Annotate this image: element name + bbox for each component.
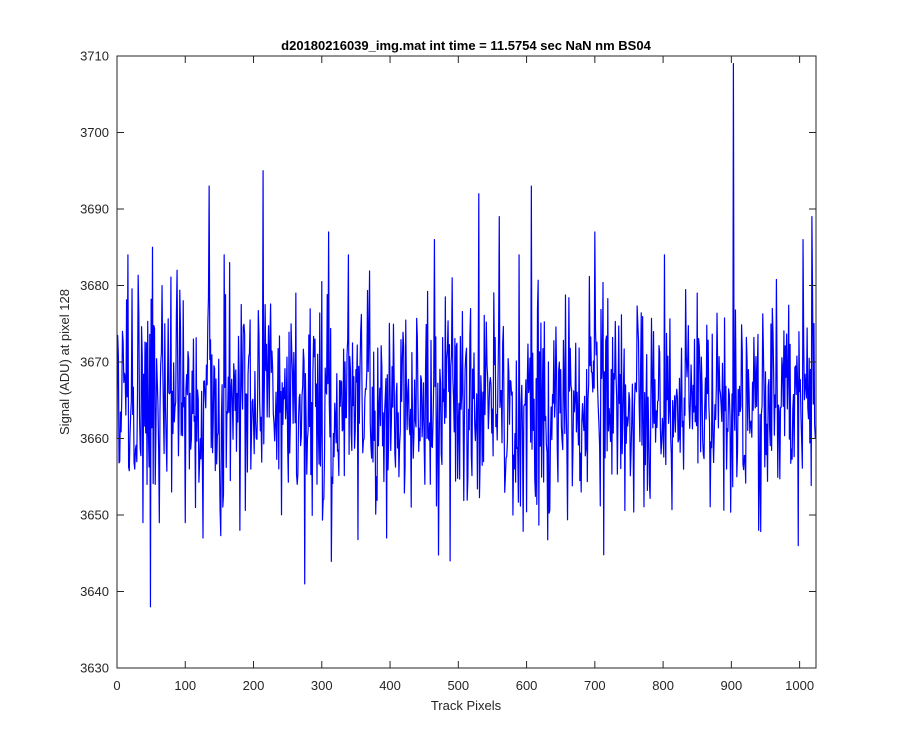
x-axis-label: Track Pixels — [431, 698, 502, 713]
y-tick-label: 3700 — [80, 125, 109, 140]
x-tick-label: 1000 — [785, 678, 814, 693]
tick-layer: 0 100 200 300 400 500 600 700 800 900 1000 3630 3640… — [80, 49, 816, 693]
chart-title: d20180216039_img.mat int time = 11.5754 … — [281, 38, 651, 53]
y-tick-label: 3670 — [80, 355, 109, 370]
x-tick-label: 600 — [516, 678, 538, 693]
y-tick-label: 3660 — [80, 431, 109, 446]
x-tick-label: 500 — [447, 678, 469, 693]
y-tick-label: 3680 — [80, 278, 109, 293]
x-tick-label: 900 — [721, 678, 743, 693]
y-tick-label: 3690 — [80, 202, 109, 217]
x-tick-label: 200 — [243, 678, 265, 693]
y-tick-label: 3630 — [80, 661, 109, 676]
y-tick-label: 3650 — [80, 508, 109, 523]
x-tick-label: 700 — [584, 678, 606, 693]
y-axis-label: Signal (ADU) at pixel 128 — [57, 289, 72, 435]
data-layer — [116, 63, 816, 608]
x-tick-label: 300 — [311, 678, 333, 693]
y-tick-label: 3640 — [80, 584, 109, 599]
x-tick-label: 0 — [113, 678, 120, 693]
y-tick-label: 3710 — [80, 49, 109, 64]
series-line — [116, 63, 816, 608]
x-tick-label: 400 — [379, 678, 401, 693]
x-tick-label: 800 — [652, 678, 674, 693]
x-tick-label: 100 — [174, 678, 196, 693]
